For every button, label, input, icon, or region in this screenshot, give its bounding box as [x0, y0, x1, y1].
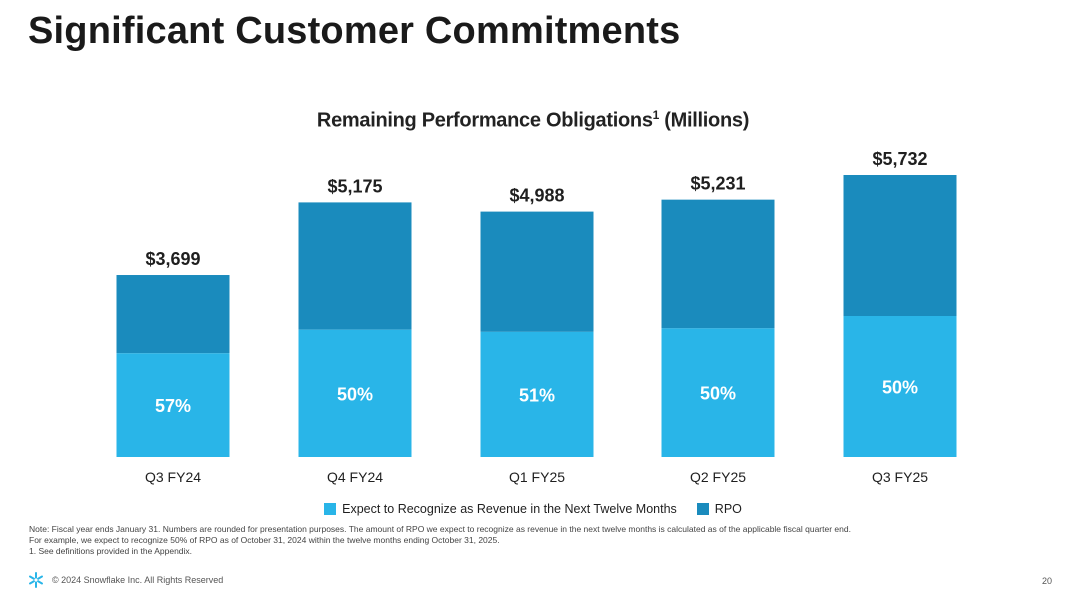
- legend-swatch-next-twelve-months: [324, 503, 337, 515]
- footnotes: Note: Fiscal year ends January 31. Numbe…: [29, 524, 1039, 557]
- copyright-text: © 2024 Snowflake Inc. All Rights Reserve…: [52, 575, 224, 585]
- page-number: 20: [1041, 576, 1052, 586]
- chart-title: Remaining Performance Obligations1 (Mill…: [0, 108, 1066, 133]
- legend-item-rpo: RPO: [696, 502, 742, 516]
- footnote-line: Note: Fiscal year ends January 31. Numbe…: [29, 524, 851, 534]
- legend-label-rpo: RPO: [714, 502, 742, 516]
- bar-share-label: 50%: [337, 384, 373, 404]
- bar-total-label: $5,732: [872, 149, 927, 169]
- bar-total-label: $3,699: [145, 249, 200, 269]
- footnote-line: For example, we expect to recognize 50% …: [29, 535, 500, 545]
- page-title: Significant Customer Commitments: [28, 10, 681, 52]
- bar-segment-next-twelve-months: [480, 331, 594, 457]
- bar-total-label: $5,231: [690, 174, 745, 194]
- bar-share-label: 50%: [882, 378, 918, 398]
- x-axis-tick-label: Q2 FY25: [690, 469, 746, 485]
- legend-label-next-twelve-months: Expect to Recognize as Revenue in the Ne…: [342, 502, 677, 516]
- bar-share-label: 57%: [155, 396, 191, 416]
- bar-segment-rpo: [298, 202, 412, 330]
- bar-segment-rpo: [116, 275, 230, 354]
- bar-segment-rpo: [843, 175, 957, 316]
- chart-title-text: Remaining Performance Obligations: [316, 109, 653, 132]
- snowflake-logo-icon: [29, 572, 43, 588]
- x-axis-tick-label: Q3 FY25: [872, 469, 928, 485]
- x-axis-tick-label: Q1 FY25: [509, 469, 565, 485]
- x-axis-tick-label: Q3 FY24: [145, 469, 201, 485]
- bar-share-label: 50%: [700, 384, 736, 404]
- bar-total-label: $5,175: [327, 176, 382, 196]
- bar-segment-rpo: [480, 211, 594, 332]
- bar-segment-next-twelve-months: [298, 329, 412, 457]
- legend-item-next-twelve-months: Expect to Recognize as Revenue in the Ne…: [324, 502, 677, 516]
- rpo-stacked-bar-chart: 57% $3,699 Q3 FY24 50% $5,175 Q4 FY24 51% $4,98…: [116, 149, 957, 485]
- legend-swatch-rpo: [696, 503, 709, 515]
- footnote-line: 1. See definitions provided in the Appen…: [29, 546, 193, 556]
- bar-total-label: $4,988: [509, 186, 564, 206]
- bar-segment-next-twelve-months: [116, 353, 230, 457]
- bar-segment-next-twelve-months: [843, 316, 957, 457]
- bar-segment-rpo: [661, 199, 775, 329]
- footer: © 2024 Snowflake Inc. All Rights Reserve…: [28, 572, 223, 588]
- chart-title-unit: (Millions): [659, 109, 750, 132]
- chart-legend: Expect to Recognize as Revenue in the Ne…: [0, 502, 1066, 516]
- chart-title-footnote-marker: 1: [652, 108, 660, 122]
- bar-share-label: 51%: [519, 385, 555, 405]
- x-axis-tick-label: Q4 FY24: [327, 469, 383, 485]
- bar-segment-next-twelve-months: [661, 328, 775, 457]
